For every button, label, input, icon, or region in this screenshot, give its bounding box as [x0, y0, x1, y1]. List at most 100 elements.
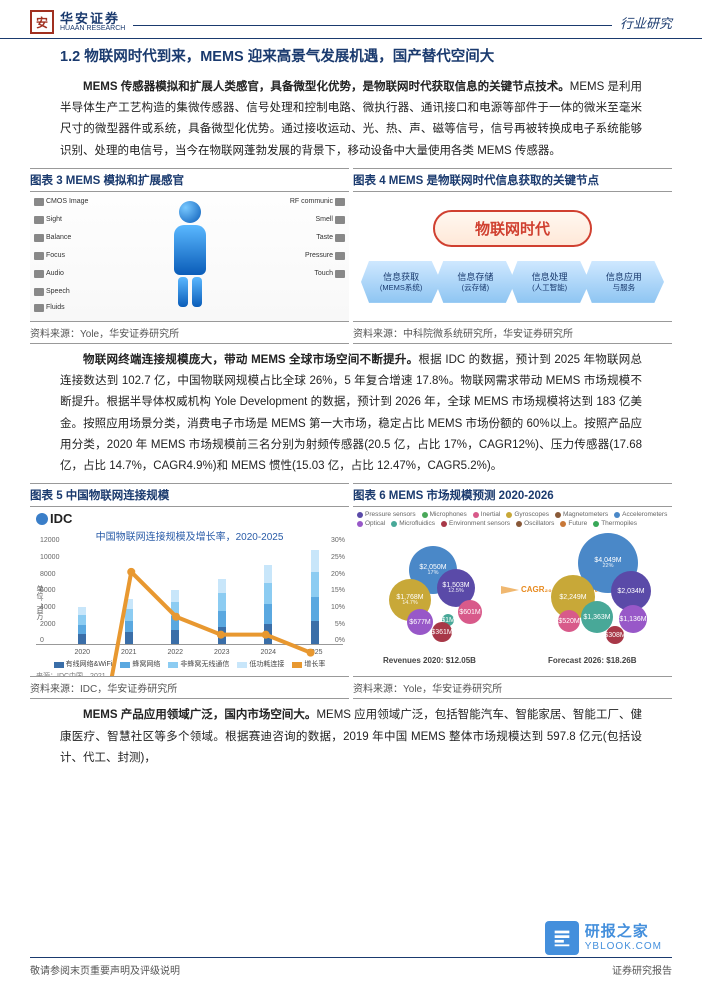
figure-5-source: 资料来源：IDC，华安证券研究所 [30, 677, 349, 699]
figure-3-source: 资料来源：Yole，华安证券研究所 [30, 322, 349, 344]
bar-group: 2024 [250, 565, 287, 644]
figure-3: 图表 3 MEMS 模拟和扩展感官 CMOS ImageSightBalance… [30, 168, 349, 344]
figure-6-legend: Pressure sensors Microphones Inertial Gyros… [357, 511, 668, 527]
sensor-label: Audio [34, 270, 64, 278]
bar-segment [78, 625, 86, 634]
bar-segment [218, 593, 226, 611]
legend-item: Optical [357, 520, 385, 527]
sensor-label: Fluids [34, 304, 65, 312]
paragraph-2-rest: 根据 IDC 的数据，预计到 2025 年物联网总连接数达到 102.7 亿，中… [60, 354, 642, 472]
paragraph-3-bold: MEMS 产品应用领域广泛，国内市场空间大。 [83, 709, 316, 721]
paragraph-1: MEMS 传感器模拟和扩展人类感官，具备微型化优势，是物联网时代获取信息的关键节… [60, 77, 642, 162]
iot-flow-step: 信息应用与服务 [584, 261, 664, 303]
bar-segment [311, 597, 319, 621]
paragraph-3: MEMS 产品应用领域广泛，国内市场空间大。MEMS 应用领域广泛，包括智能汽车… [60, 705, 642, 769]
legend-item: 低功耗连接 [237, 659, 284, 669]
bar-segment [218, 627, 226, 644]
bar-segment [78, 615, 86, 625]
bar-segment [264, 565, 272, 583]
xlabel: 2024 [260, 649, 276, 656]
bar-segment [125, 621, 133, 632]
legend-item: 增长率 [292, 659, 325, 669]
sensor-label: Sight [34, 216, 62, 224]
legend-item: Gyroscopes [506, 511, 549, 518]
y2tick: 20% [331, 571, 345, 578]
xlabel: 2025 [307, 649, 323, 656]
sensor-label: Speech [34, 288, 70, 296]
legend-item: Inertial [473, 511, 501, 518]
cluster-label: Forecast 2026: $18.26B [548, 656, 637, 665]
bubble: $1,136M [619, 605, 647, 633]
legend-item: Microphones [422, 511, 467, 518]
legend-item: Accelerometers [614, 511, 667, 518]
sensor-label: Pressure [305, 252, 345, 260]
figure-4-body: 物联网时代 信息获取(MEMS系统)信息存储(云存储)信息处理(人工智能)信息应… [353, 192, 672, 321]
bar-segment [264, 604, 272, 624]
figure-5: 图表 5 中国物联网连接规模 IDC 中国物联网连接规模及增长率，2020-20… [30, 483, 349, 699]
iot-flow-step: 信息获取(MEMS系统) [361, 261, 441, 303]
legend-item: Pressure sensors [357, 511, 416, 518]
paragraph-2-bold: 物联网终端连接规模庞大，带动 MEMS 全球市场空间不断提升。 [83, 354, 418, 366]
idc-chart-title: 中国物联网连接规模及增长率，2020-2025 [36, 528, 343, 543]
y2tick: 5% [335, 621, 345, 628]
figure-6: 图表 6 MEMS 市场规模预测 2020-2026 Pressure sens… [353, 483, 672, 699]
y2tick: 10% [331, 604, 345, 611]
bar-segment [311, 550, 319, 572]
header-category: 行业研究 [620, 13, 672, 32]
section-number: 1.2 [60, 49, 80, 65]
xlabel: 2020 [74, 649, 90, 656]
footer-left: 敬请参阅末页重要声明及评级说明 [30, 962, 180, 977]
bar-segment [218, 611, 226, 628]
sensor-label: Touch [314, 270, 345, 278]
logo-mark-icon: 安 [30, 10, 54, 34]
bar-segment [125, 599, 133, 609]
bar-group: 2023 [204, 579, 241, 645]
legend-item: Microfluidics [391, 520, 435, 527]
legend-item: Environment sensors [441, 520, 510, 527]
ytick: 6000 [40, 587, 56, 594]
figure-4: 图表 4 MEMS 是物联网时代信息获取的关键节点 物联网时代 信息获取(MEM… [353, 168, 672, 344]
paragraph-2: 物联网终端连接规模庞大，带动 MEMS 全球市场空间不断提升。根据 IDC 的数… [60, 350, 642, 478]
page-footer: 敬请参阅末页重要声明及评级说明 证券研究报告 [0, 951, 702, 991]
legend-item: Oscillators [516, 520, 554, 527]
figure-4-source: 资料来源：中科院微系统研究所，华安证券研究所 [353, 322, 672, 344]
sensor-label: Focus [34, 252, 65, 260]
y2tick: 30% [331, 537, 345, 544]
figure-3-title: 图表 3 MEMS 模拟和扩展感官 [30, 168, 349, 192]
figure-3-body: CMOS ImageSightBalanceFocusAudioSpeechFl… [30, 192, 349, 321]
iot-era-badge: 物联网时代 [433, 210, 592, 247]
bar-group: 2021 [111, 599, 148, 644]
legend-item: Thermopiles [593, 520, 637, 527]
bubble: $601M [458, 600, 482, 624]
logo-en: HUAAN RESEARCH [60, 25, 125, 32]
bar-segment [171, 602, 179, 616]
figure-6-source: 资料来源：Yole，华安证券研究所 [353, 677, 672, 699]
ytick: 2000 [40, 621, 56, 628]
bubble: $361M [432, 622, 452, 642]
section-title: 1.2 物联网时代到来，MEMS 迎来高景气发展机遇，国产替代空间大 [60, 47, 642, 69]
idc-foot: 来源：IDC中国，2021 [36, 671, 343, 677]
sensor-label: RF communic [290, 198, 345, 206]
sensor-label: Taste [316, 234, 345, 242]
bar-segment [171, 616, 179, 630]
sensor-label: Balance [34, 234, 71, 242]
figure-4-title: 图表 4 MEMS 是物联网时代信息获取的关键节点 [353, 168, 672, 192]
cluster-label: Revenues 2020: $12.05B [383, 656, 476, 665]
y2tick: 25% [331, 554, 345, 561]
bar-segment [78, 607, 86, 615]
watermark-cn: 研报之家 [585, 924, 662, 941]
bar-segment [125, 609, 133, 621]
ytick: 0 [40, 637, 44, 644]
human-body-icon [165, 201, 215, 311]
xlabel: 2023 [214, 649, 230, 656]
legend-item: Future [560, 520, 587, 527]
legend-item: 蜂窝网络 [120, 659, 160, 669]
bubble: $308M [606, 626, 624, 644]
bar-segment [78, 634, 86, 645]
y2tick: 15% [331, 587, 345, 594]
legend-item: 非蜂窝无线通信 [168, 659, 229, 669]
section-heading: 物联网时代到来，MEMS 迎来高景气发展机遇，国产替代空间大 [84, 49, 494, 65]
header-divider [133, 25, 612, 26]
logo-cn: 华安证券 [60, 12, 125, 25]
bar-segment [264, 583, 272, 604]
